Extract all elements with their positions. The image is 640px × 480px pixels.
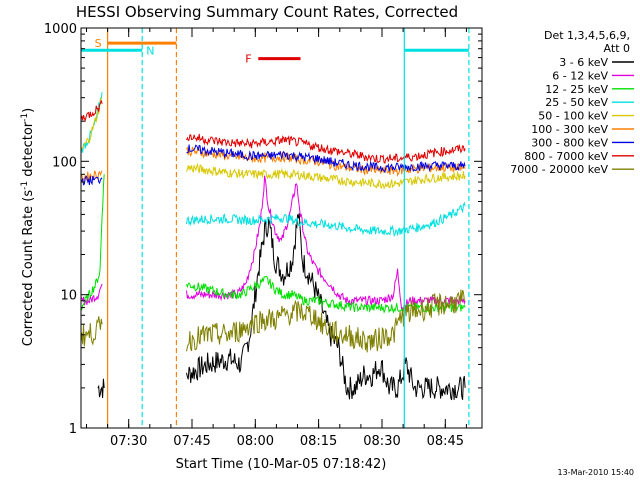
y-axis-label-main: Corrected Count Rate (s — [21, 190, 36, 347]
legend-label: 6 - 12 keV — [552, 69, 608, 82]
y-axis-label: Corrected Count Rate (s-1 detector-1) — [20, 108, 36, 346]
x-tick-label: 08:00 — [237, 434, 274, 449]
y-tick-label: 1000 — [44, 22, 77, 37]
series-line-800-7000-kev-seg0 — [80, 100, 103, 123]
y-tick-label: 100 — [52, 155, 77, 170]
legend-header-attenuator: Att 0 — [604, 42, 630, 55]
y-axis-label-mid: detector — [21, 121, 36, 181]
plot-frame — [80, 27, 483, 429]
legend-label: 12 - 25 keV — [545, 83, 608, 96]
timestamp-footer: 13-Mar-2010 15:40 — [558, 468, 635, 477]
flag-label-n-1: N — [146, 44, 154, 57]
series-line-50-100-kev-seg1 — [186, 162, 466, 190]
legend-header-detectors: Det 1,3,4,5,6,9, — [544, 29, 630, 42]
series-line-12-25-kev-seg0 — [80, 174, 105, 311]
flag-label-f-3: F — [245, 53, 251, 66]
legend-label: 50 - 100 keV — [538, 110, 608, 123]
series-line-6-12-kev-seg0 — [80, 283, 103, 306]
series-line-7000-20000-kev-seg0 — [80, 316, 103, 347]
y-axis-label-end: ) — [21, 108, 36, 113]
y-tick-label: 10 — [60, 289, 77, 304]
plot-area: S N F 1 10 100 1000 07:30 07:45 08:00 08:15 08:30 08… — [44, 22, 483, 449]
series-line-7000-20000-kev-seg1 — [186, 289, 466, 353]
x-axis-label: Start Time (10-Mar-05 07:18:42) — [176, 457, 387, 472]
legend-label: 100 - 300 keV — [531, 123, 608, 136]
flag-label-s-0: S — [95, 37, 102, 50]
series-line-800-7000-kev-seg1 — [186, 133, 466, 164]
legend-label: 3 - 6 keV — [559, 56, 608, 69]
legend-label: 25 - 50 keV — [545, 96, 608, 109]
x-tick-label: 08:30 — [363, 434, 400, 449]
series-line-300-800-kev-seg1 — [186, 144, 466, 174]
y-tick-label: 1 — [69, 422, 77, 437]
series-line-50-100-kev-seg0 — [80, 97, 103, 150]
series-line-100-300-kev-seg0 — [80, 170, 103, 183]
legend-label: 7000 - 20000 keV — [510, 163, 608, 176]
y-axis-label-sup2: -1 — [20, 113, 30, 122]
x-tick-label: 07:30 — [110, 434, 147, 449]
legend-label: 800 - 7000 keV — [524, 150, 608, 163]
x-tick-label: 07:45 — [173, 434, 210, 449]
series-line-12-25-kev-seg1 — [186, 275, 466, 314]
x-tick-label: 08:15 — [300, 434, 337, 449]
series-line-25-50-kev-seg1 — [186, 201, 466, 237]
series-line-300-800-kev-seg0 — [80, 175, 103, 186]
y-axis-label-sup1: -1 — [20, 181, 30, 190]
series-line-3-6-kev-seg0 — [97, 378, 105, 399]
x-tick-label: 08:45 — [427, 434, 464, 449]
legend-label: 300 - 800 keV — [531, 136, 608, 149]
series-line-3-6-kev-seg1 — [186, 213, 466, 401]
series-line-6-12-kev-seg1 — [186, 175, 466, 311]
chart-title: HESSI Observing Summary Count Rates, Cor… — [76, 3, 458, 21]
